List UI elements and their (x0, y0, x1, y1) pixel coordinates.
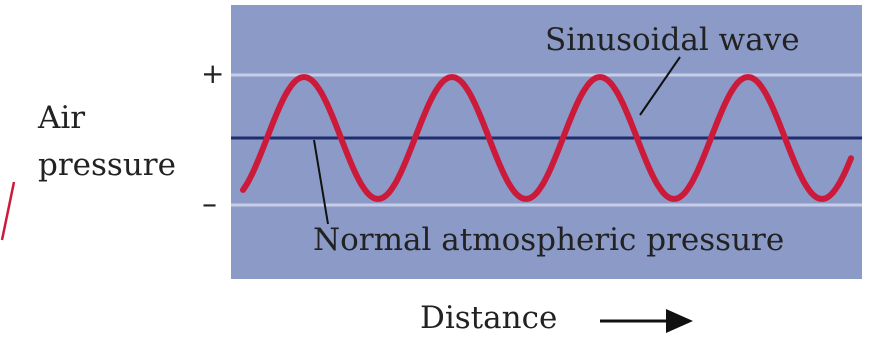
plot-panel (231, 5, 862, 279)
wave-leader-line (639, 56, 681, 116)
wave-annotation: Sinusoidal wave (545, 22, 800, 58)
x-axis-label: Distance (420, 300, 558, 336)
y-axis-label-line1: Air (38, 100, 86, 136)
baseline-leader-line (313, 139, 329, 225)
plus-tick-label: + (201, 57, 225, 90)
stray-red-mark (0, 181, 16, 241)
sinusoidal-wave (240, 74, 854, 202)
minus-tick-label: – (202, 187, 217, 222)
baseline-annotation: Normal atmospheric pressure (313, 222, 785, 258)
y-axis-label-line2: pressure (38, 147, 176, 183)
